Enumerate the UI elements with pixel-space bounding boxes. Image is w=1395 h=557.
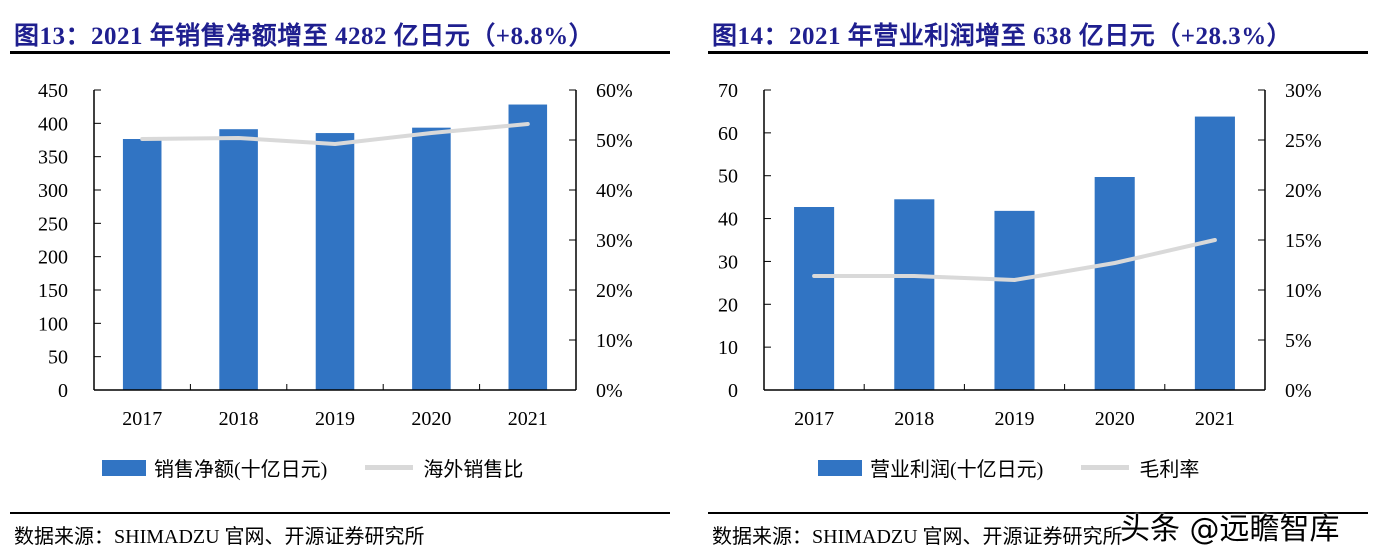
legend-bar-label: 销售净额(十亿日元) bbox=[154, 459, 328, 481]
x-tick-label: 2020 bbox=[1095, 408, 1135, 430]
bar-2021 bbox=[508, 104, 548, 391]
net-sales-chart: 0 50 100 150 200 250 300 350 400 450 0% 10% 20% 30% 40… bbox=[38, 80, 633, 430]
title-divider bbox=[10, 51, 670, 54]
data-source: 数据来源：SHIMADZU 官网、开源证券研究所 bbox=[14, 526, 425, 548]
right-tick-label: 20% bbox=[1285, 180, 1322, 202]
right-tick-label: 10% bbox=[1285, 280, 1322, 302]
chart-panel-operating-profit: 图14：2021 年营业利润增至 638 亿日元（+28.3%） 0 10 20 30… bbox=[698, 0, 1395, 557]
watermark: 头条 @远瞻智库 bbox=[1120, 512, 1340, 547]
bar-2017 bbox=[794, 207, 835, 390]
bar-2020 bbox=[412, 127, 451, 391]
bar-2018 bbox=[219, 129, 258, 390]
right-tick-label: 25% bbox=[1285, 130, 1322, 152]
right-tick-label: 30% bbox=[1285, 80, 1322, 102]
right-tick-label: 0% bbox=[596, 380, 623, 402]
right-tick-label: 60% bbox=[596, 80, 633, 102]
right-tick-label: 40% bbox=[596, 180, 633, 202]
legend-line-label: 毛利率 bbox=[1139, 459, 1200, 481]
left-tick-label: 60 bbox=[718, 123, 738, 145]
legend-line-swatch bbox=[1081, 465, 1130, 470]
left-tick-label: 200 bbox=[38, 247, 68, 269]
left-tick-label: 350 bbox=[38, 147, 68, 169]
bar-2018 bbox=[894, 199, 935, 390]
right-tick-label: 15% bbox=[1285, 230, 1322, 252]
left-tick-label: 10 bbox=[718, 337, 738, 359]
x-tick-label: 2021 bbox=[1195, 408, 1235, 430]
x-tick-label: 2019 bbox=[995, 408, 1035, 430]
left-tick-label: 150 bbox=[38, 280, 68, 302]
title-divider bbox=[708, 51, 1368, 54]
legend-line-label: 海外销售比 bbox=[423, 459, 524, 481]
chart-legend: 营业利润(十亿日元) 毛利率 bbox=[818, 453, 1199, 482]
legend-bar-swatch bbox=[818, 459, 862, 476]
left-tick-label: 50 bbox=[48, 347, 68, 369]
legend-bar-swatch bbox=[102, 459, 146, 476]
x-tick-label: 2021 bbox=[508, 408, 548, 430]
left-tick-label: 50 bbox=[718, 166, 738, 188]
source-divider bbox=[708, 512, 1368, 514]
right-tick-label: 50% bbox=[596, 130, 633, 152]
bar-2020 bbox=[1094, 177, 1135, 390]
chart-title: 图13：2021 年销售净额增至 4282 亿日元（+8.8%） bbox=[14, 23, 595, 50]
x-tick-label: 2017 bbox=[794, 408, 834, 430]
bar-2021 bbox=[1194, 116, 1235, 391]
legend-bar-label: 营业利润(十亿日元) bbox=[870, 459, 1044, 481]
x-tick-label: 2018 bbox=[894, 408, 934, 430]
x-tick-label: 2020 bbox=[411, 408, 451, 430]
right-tick-label: 0% bbox=[1285, 380, 1312, 402]
left-tick-label: 20 bbox=[718, 294, 738, 316]
left-tick-label: 100 bbox=[38, 313, 68, 335]
chart-panel-net-sales: 图13：2021 年销售净额增至 4282 亿日元（+8.8%） 0 50 100 1… bbox=[0, 0, 690, 557]
left-tick-label: 400 bbox=[38, 113, 68, 135]
left-tick-label: 450 bbox=[38, 80, 68, 102]
legend-line-swatch bbox=[365, 465, 414, 470]
x-tick-label: 2018 bbox=[219, 408, 259, 430]
left-tick-label: 0 bbox=[728, 380, 738, 402]
chart-title: 图14：2021 年营业利润增至 638 亿日元（+28.3%） bbox=[712, 23, 1293, 50]
right-tick-label: 10% bbox=[596, 330, 633, 352]
left-tick-label: 30 bbox=[718, 251, 738, 273]
right-tick-label: 30% bbox=[596, 230, 633, 252]
operating-profit-chart: 0 10 20 30 40 50 60 70 0% 5% 10% 15% 20% 25% 30% 2017 20… bbox=[718, 80, 1322, 430]
left-tick-label: 0 bbox=[58, 380, 68, 402]
bar-2017 bbox=[122, 139, 162, 390]
left-tick-label: 300 bbox=[38, 180, 68, 202]
bar-2019 bbox=[994, 210, 1035, 390]
bar-2019 bbox=[315, 133, 355, 391]
left-tick-label: 250 bbox=[38, 213, 68, 235]
left-tick-label: 70 bbox=[718, 80, 738, 102]
right-tick-label: 5% bbox=[1285, 330, 1312, 352]
chart-legend: 销售净额(十亿日元) 海外销售比 bbox=[102, 453, 523, 482]
data-source: 数据来源：SHIMADZU 官网、开源证券研究所 bbox=[712, 526, 1123, 548]
x-tick-label: 2017 bbox=[122, 408, 162, 430]
x-tick-label: 2019 bbox=[315, 408, 355, 430]
source-divider bbox=[10, 512, 670, 514]
left-tick-label: 40 bbox=[718, 209, 738, 231]
right-tick-label: 20% bbox=[596, 280, 633, 302]
